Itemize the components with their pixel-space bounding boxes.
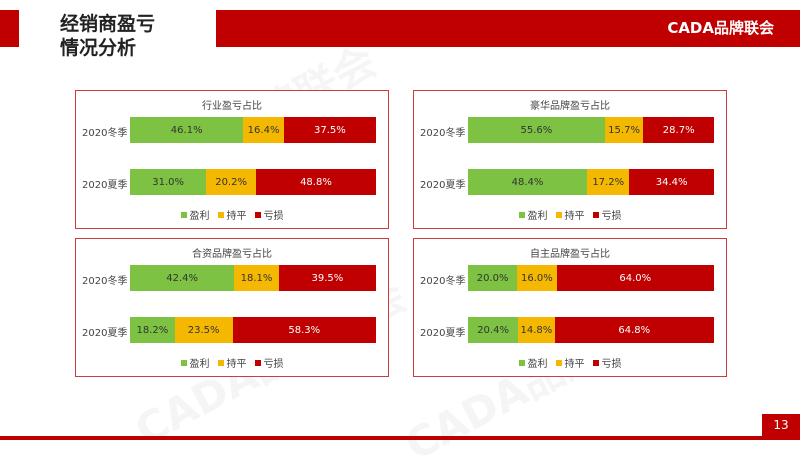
legend-label: 亏损 (263, 211, 284, 222)
chart-legend: 盈利 持平 亏损 (76, 355, 388, 370)
bar-segment: 48.4% (468, 169, 588, 195)
legend-item: 持平 (555, 355, 585, 370)
stacked-bar: 18.2% 23.5% 58.3% (130, 317, 376, 343)
legend-swatch (555, 211, 562, 218)
chart-legend: 盈利 持平 亏损 (414, 355, 726, 370)
stacked-bar: 20.0% 16.0% 64.0% (468, 265, 714, 291)
legend-label: 亏损 (263, 359, 284, 370)
category-label: 2020夏季 (420, 180, 466, 191)
legend-swatch (592, 211, 599, 218)
chart-panel-domestic: 自主品牌盈亏占比 2020冬季 20.0% 16.0% 64.0% 2020夏季 20.4%… (413, 238, 727, 377)
bar-segment: 17.2% (587, 169, 630, 195)
chart-title: 自主品牌盈亏占比 (530, 249, 610, 260)
legend-item: 亏损 (254, 355, 284, 370)
chart-panel-industry: 行业盈亏占比 2020冬季 46.1% 16.4% 37.5% 2020夏季 31.0% 20… (75, 90, 389, 229)
bar-segment: 16.4% (243, 117, 284, 143)
chart-panel-joint-venture: 合资品牌盈亏占比 2020冬季 42.4% 18.1% 39.5% 2020夏季 18.2%… (75, 238, 389, 377)
bar-segment: 39.5% (278, 265, 376, 291)
legend-label: 持平 (564, 211, 585, 222)
legend-item: 持平 (217, 207, 247, 222)
legend-item: 持平 (555, 207, 585, 222)
category-label: 2020冬季 (82, 128, 128, 139)
stacked-bar: 42.4% 18.1% 39.5% (130, 265, 376, 291)
bar-segment: 20.2% (206, 169, 256, 195)
legend-label: 持平 (226, 211, 247, 222)
bar-segment: 18.2% (130, 317, 175, 343)
stacked-bar: 20.4% 14.8% 64.8% (468, 317, 714, 343)
bar-segment: 64.8% (554, 317, 714, 343)
legend-swatch (592, 359, 599, 366)
bar-segment: 31.0% (130, 169, 207, 195)
legend-swatch (254, 211, 261, 218)
bar-segment: 34.4% (629, 169, 714, 195)
category-label: 2020冬季 (420, 128, 466, 139)
legend-item: 亏损 (592, 207, 622, 222)
left-accent-bar (0, 10, 19, 47)
bar-segment: 28.7% (643, 117, 714, 143)
footer-bar (0, 436, 800, 440)
legend-swatch (518, 211, 525, 218)
bar-segment: 16.0% (517, 265, 557, 291)
category-label: 2020冬季 (420, 276, 466, 287)
legend-swatch (180, 359, 187, 366)
bar-segment: 58.3% (232, 317, 376, 343)
chart-legend: 盈利 持平 亏损 (76, 207, 388, 222)
legend-label: 盈利 (189, 211, 210, 222)
legend-swatch (217, 211, 224, 218)
page-number: 13 (762, 414, 800, 436)
legend-label: 盈利 (189, 359, 210, 370)
bar-segment: 37.5% (283, 117, 376, 143)
legend-swatch (555, 359, 562, 366)
legend-item: 持平 (217, 355, 247, 370)
bar-segment: 14.8% (518, 317, 555, 343)
legend-item: 盈利 (180, 207, 210, 222)
legend-label: 亏损 (601, 359, 622, 370)
category-label: 2020夏季 (82, 328, 128, 339)
legend-item: 盈利 (518, 207, 548, 222)
legend-item: 亏损 (254, 207, 284, 222)
slide-title: 经销商盈亏 情况分析 (60, 12, 200, 60)
bar-segment: 55.6% (468, 117, 605, 143)
category-label: 2020夏季 (82, 180, 128, 191)
bar-segment: 46.1% (130, 117, 244, 143)
legend-swatch (217, 359, 224, 366)
bar-segment: 20.0% (468, 265, 518, 291)
stacked-bar: 31.0% 20.2% 48.8% (130, 169, 376, 195)
legend-label: 盈利 (527, 211, 548, 222)
chart-title: 行业盈亏占比 (202, 101, 262, 112)
legend-swatch (254, 359, 261, 366)
chart-title: 豪华品牌盈亏占比 (530, 101, 610, 112)
chart-panel-luxury: 豪华品牌盈亏占比 2020冬季 55.6% 15.7% 28.7% 2020夏季 48.4%… (413, 90, 727, 229)
stacked-bar: 46.1% 16.4% 37.5% (130, 117, 376, 143)
legend-swatch (518, 359, 525, 366)
legend-item: 亏损 (592, 355, 622, 370)
bar-segment: 18.1% (234, 265, 279, 291)
header-bar: CADA品牌联会 (216, 10, 800, 47)
category-label: 2020夏季 (420, 328, 466, 339)
stacked-bar: 55.6% 15.7% 28.7% (468, 117, 714, 143)
category-label: 2020冬季 (82, 276, 128, 287)
slide-title-line-1: 经销商盈亏 (60, 13, 156, 35)
chart-legend: 盈利 持平 亏损 (414, 207, 726, 222)
legend-swatch (180, 211, 187, 218)
legend-label: 持平 (226, 359, 247, 370)
slide-title-line-2: 情况分析 (60, 37, 137, 59)
legend-label: 亏损 (601, 211, 622, 222)
legend-item: 盈利 (518, 355, 548, 370)
legend-item: 盈利 (180, 355, 210, 370)
bar-segment: 20.4% (468, 317, 519, 343)
stacked-bar: 48.4% 17.2% 34.4% (468, 169, 714, 195)
bar-segment: 64.0% (556, 265, 714, 291)
bar-segment: 42.4% (130, 265, 235, 291)
legend-label: 盈利 (527, 359, 548, 370)
chart-title: 合资品牌盈亏占比 (192, 249, 272, 260)
brand-label: CADA品牌联会 (667, 19, 774, 37)
bar-segment: 15.7% (604, 117, 644, 143)
bar-segment: 23.5% (174, 317, 233, 343)
legend-label: 持平 (564, 359, 585, 370)
bar-segment: 48.8% (255, 169, 376, 195)
